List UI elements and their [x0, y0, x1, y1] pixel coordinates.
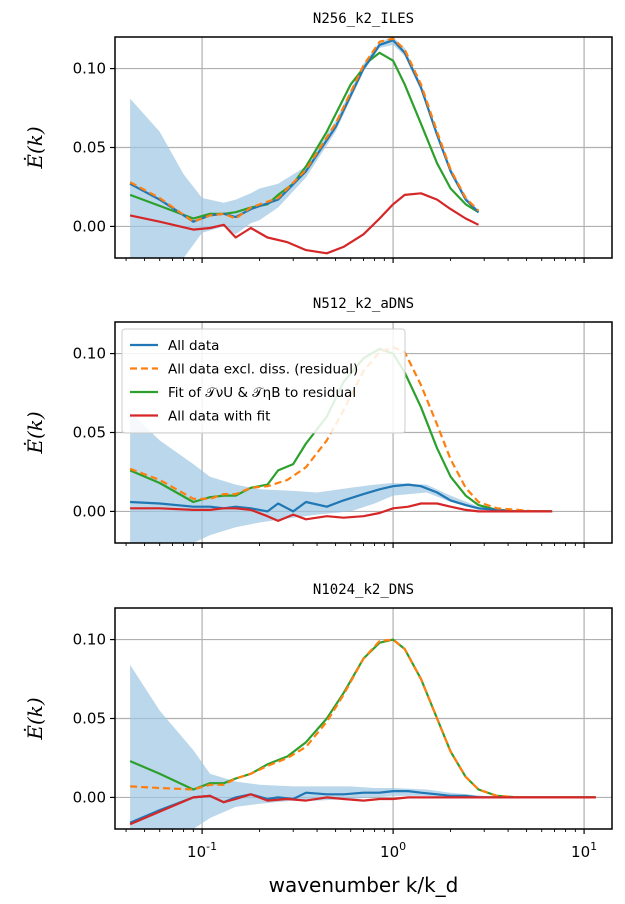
legend-box [121, 328, 406, 434]
series-line-with-fit [130, 502, 553, 522]
y-axis-label: Ė(k) [23, 697, 47, 740]
panel-3: 0.00 0.05 0.10 N1024_k2_DNS Ė(k) 10-1 100 101 [23, 582, 613, 861]
series-line-with-fit [129, 793, 596, 826]
y-tick-label: 0.00 [73, 502, 106, 520]
panels-layer: 0.00 0.05 0.10 N256_k2_ILES Ė(k) 0.00 0.05 0.10… [23, 11, 613, 861]
y-tick-label: 0.10 [73, 60, 106, 78]
series-line-residual [129, 37, 480, 223]
y-tick-label: 0.10 [73, 345, 106, 363]
plot-area [129, 638, 596, 829]
y-axis-label: Ė(k) [23, 126, 47, 169]
y-tick-label: 0.05 [73, 424, 106, 442]
panel-title: N1024_k2_DNS [313, 582, 414, 598]
uncertainty-band [130, 412, 553, 543]
x-tick-label: 100 [380, 840, 406, 861]
panel-title: N256_k2_ILES [313, 11, 414, 27]
y-tick-label: 0.00 [73, 217, 106, 235]
y-tick-label: 0.10 [73, 631, 106, 649]
series-line-residual [130, 638, 596, 799]
legend-label: All data [168, 338, 219, 354]
plot-area [129, 37, 480, 258]
uncertainty-band [130, 664, 596, 829]
legend: All data All data excl. diss. (residual) F… [121, 328, 406, 434]
series-line-with-fit [129, 192, 479, 255]
panel-title: N512_k2_aDNS [313, 296, 414, 312]
legend-label: All data with fit [168, 409, 270, 425]
legend-label: All data excl. diss. (residual) [168, 362, 358, 378]
y-tick-label: 0.05 [73, 710, 106, 728]
legend-label: Fit of 𝒯νU & 𝒯ηB to residual [168, 385, 356, 401]
y-tick-label: 0.05 [73, 139, 106, 157]
x-tick-label: 10-1 [187, 840, 217, 861]
y-axis-label: Ė(k) [23, 411, 47, 454]
x-axis-label: wavenumber k/k_d [269, 873, 459, 897]
panel-1: 0.00 0.05 0.10 N256_k2_ILES Ė(k) [23, 11, 613, 263]
y-tick-label: 0.00 [73, 788, 106, 806]
x-tick-label: 101 [571, 840, 597, 861]
uncertainty-band [130, 37, 479, 258]
